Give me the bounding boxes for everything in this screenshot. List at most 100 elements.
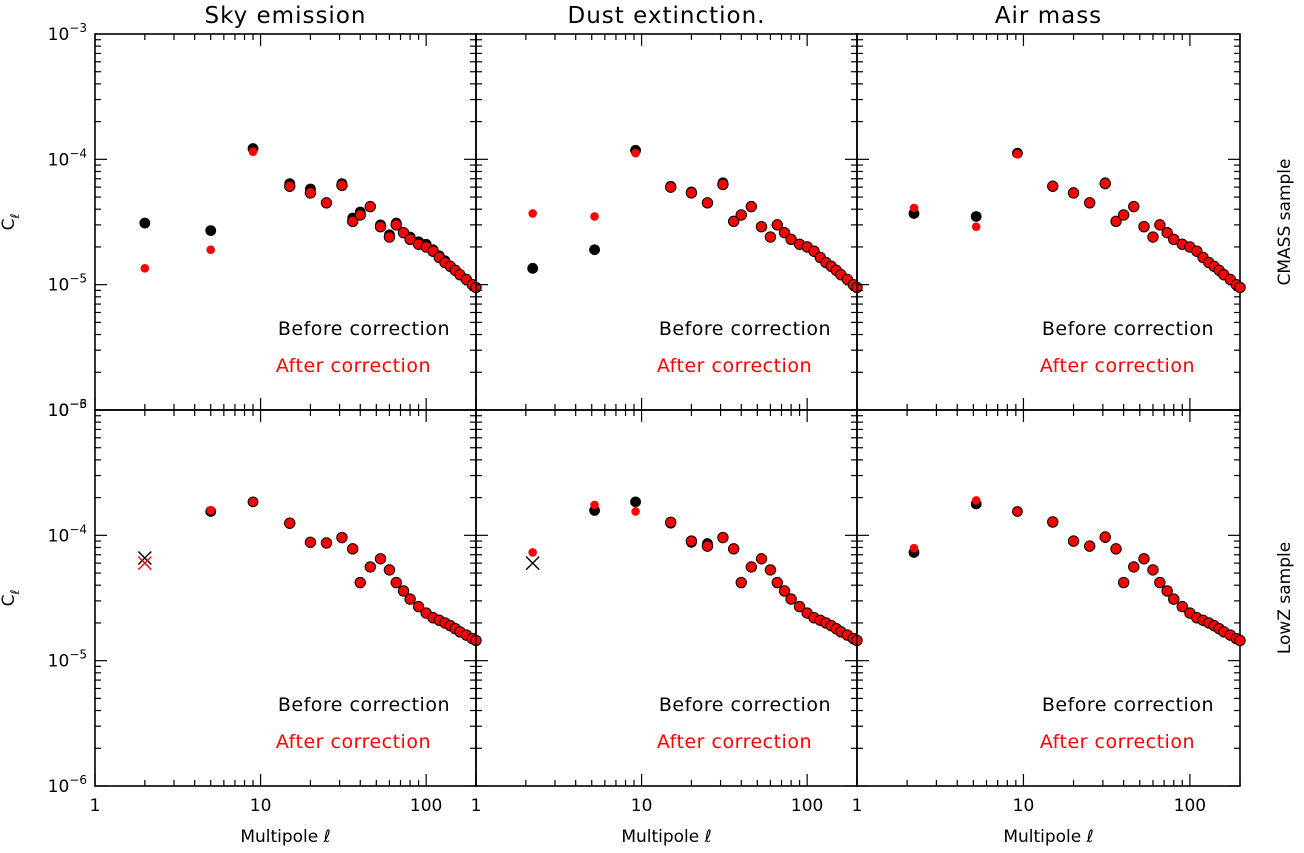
y-axis-label-subscript: ℓ <box>8 214 22 220</box>
after-correction-point <box>701 197 714 209</box>
after-correction-point <box>1168 233 1180 246</box>
before-cross-point <box>137 550 152 565</box>
y-tick-label-base: 10 <box>48 401 70 421</box>
after-correction-point <box>1138 553 1150 565</box>
panel-frame <box>856 33 1241 411</box>
after-correction-point <box>1117 576 1130 589</box>
after-correction-point <box>412 600 425 613</box>
panel-frame <box>94 409 477 787</box>
y-tick-label-exponent: −4 <box>69 522 87 536</box>
after-correction-point <box>346 543 359 555</box>
y-tick-label-base: 10 <box>48 25 70 45</box>
y-tick-label-base: 10 <box>48 652 70 672</box>
panel-1-1: 1 10 100 Multipole ℓ Before correction After … <box>471 409 863 847</box>
y-tick-label-exponent: −3 <box>69 397 87 411</box>
after-correction-point <box>717 531 729 544</box>
after-correction-point <box>1083 197 1096 209</box>
after-correction-point <box>590 212 599 221</box>
legend-before: Before correction <box>278 318 450 340</box>
legend-before: Before correction <box>1042 318 1214 340</box>
x-axis-label: Multipole ℓ <box>1003 827 1093 847</box>
after-correction-point <box>374 553 387 565</box>
y-axis-label-main: C <box>0 595 19 607</box>
column-title-1: Dust extinction. <box>568 3 766 29</box>
after-correction-point <box>701 540 714 552</box>
before-correction-point <box>205 225 217 237</box>
after-correction-point <box>404 233 416 246</box>
before-correction-point <box>970 211 982 222</box>
after-correction-point <box>1147 231 1159 243</box>
y-tick-label-exponent: −6 <box>69 397 87 411</box>
y-tick-label-exponent: −5 <box>69 648 87 662</box>
panel-0-2: Before correction After correction <box>856 33 1246 411</box>
after-correction-point <box>390 219 402 231</box>
after-correction-point <box>631 148 640 158</box>
y-tick-label: 10−6 <box>48 773 87 797</box>
after-correction-point <box>364 200 377 213</box>
after-correction-point <box>771 219 783 231</box>
after-correction-point <box>1154 576 1166 589</box>
panel-frame <box>475 33 858 411</box>
y-tick-label-base: 10 <box>48 401 70 421</box>
after-correction-point <box>1128 200 1140 213</box>
after-correction-point <box>631 507 640 516</box>
after-correction-point <box>528 548 537 557</box>
y-axis-label: Cℓ <box>0 590 22 607</box>
panel-frame <box>475 409 858 787</box>
after-correction-point <box>764 564 777 576</box>
after-correction-point <box>1047 180 1059 192</box>
before-cross-point <box>525 556 540 571</box>
after-correction-point <box>755 221 768 233</box>
cross-stroke <box>137 556 152 571</box>
after-correction-point <box>785 593 797 605</box>
y-tick-label: 10−4 <box>48 522 87 546</box>
x-tick-label: 10 <box>631 796 653 816</box>
after-correction-point <box>248 147 258 157</box>
after-correction-point <box>685 187 698 199</box>
y-tick-label: 10−4 <box>48 146 87 170</box>
after-correction-point <box>1110 543 1122 555</box>
after-correction-point <box>764 231 777 243</box>
cross-stroke <box>525 556 540 571</box>
after-correction-point <box>336 531 348 544</box>
y-tick-label-exponent: −6 <box>69 773 87 787</box>
after-correction-point <box>248 497 258 507</box>
after-correction-point <box>140 264 150 273</box>
after-correction-point <box>1176 600 1188 613</box>
legend-after: After correction <box>1040 731 1195 753</box>
y-tick-label-base: 10 <box>48 276 70 296</box>
after-correction-point <box>771 576 783 589</box>
y-tick-label-exponent: −4 <box>69 146 87 160</box>
legend-after: After correction <box>276 731 431 753</box>
after-correction-point <box>397 585 410 597</box>
after-correction-point <box>336 179 348 192</box>
after-correction-point <box>1234 634 1246 647</box>
after-correction-point <box>346 215 359 228</box>
after-correction-point <box>735 209 747 221</box>
after-correction-point <box>971 222 981 232</box>
after-correction-point <box>206 245 216 255</box>
y-tick-label: 10−3 <box>48 21 87 45</box>
row-label-1: LowZ sample <box>1275 542 1295 654</box>
y-tick-label-base: 10 <box>48 150 70 170</box>
legend-before: Before correction <box>659 694 831 716</box>
after-correction-point <box>1047 516 1059 528</box>
after-correction-point <box>1161 226 1173 239</box>
after-correction-point <box>727 543 740 555</box>
after-correction-point <box>793 600 806 613</box>
y-tick-label: 10−6 <box>48 397 87 421</box>
after-correction-point <box>1161 585 1173 597</box>
y-tick-label-exponent: −3 <box>69 21 87 35</box>
y-tick-label-base: 10 <box>48 526 70 546</box>
legend-after: After correction <box>657 731 812 753</box>
after-correction-point <box>971 496 981 505</box>
after-correction-point <box>909 543 919 553</box>
after-correction-point <box>1154 219 1166 231</box>
x-tick-label: 1 <box>852 796 863 816</box>
y-tick-label: 10−3 <box>48 397 87 421</box>
panel-frame <box>94 33 477 411</box>
y-tick-label-exponent: −5 <box>69 272 87 286</box>
y-axis-label-main: C <box>0 219 19 231</box>
